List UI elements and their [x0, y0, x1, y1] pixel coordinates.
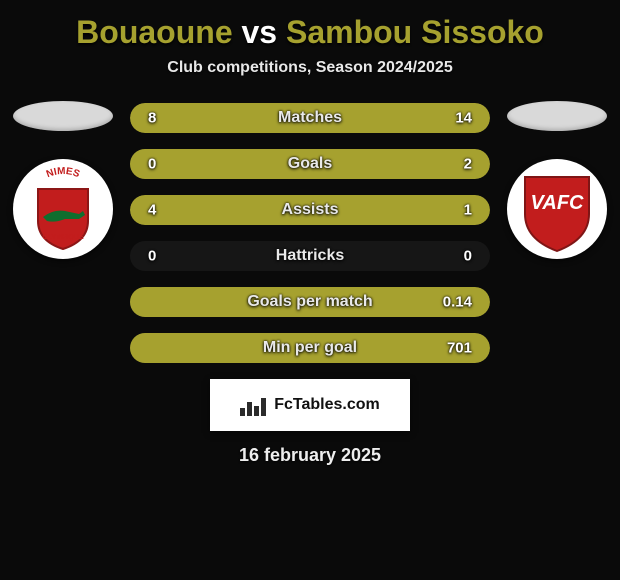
stat-bar-right	[418, 195, 490, 225]
stat-row: 701 Min per goal	[130, 333, 490, 363]
attribution-bar-icon	[240, 408, 245, 416]
vafc-shield	[525, 177, 589, 251]
infographic-root: Bouaoune vs Sambou Sissoko Club competit…	[0, 0, 620, 466]
nimes-arc-bottom: OLYMPIQUE	[42, 234, 84, 241]
title-vs: vs	[242, 14, 278, 50]
stat-row: 0 2 Goals	[130, 149, 490, 179]
stat-value-right: 1	[464, 202, 472, 219]
stat-label: Goals per match	[247, 293, 372, 311]
stat-label: Matches	[278, 109, 342, 127]
stat-row: 0.14 Goals per match	[130, 287, 490, 317]
attribution-text: FcTables.com	[274, 396, 380, 414]
stat-label: Goals	[288, 155, 332, 173]
stat-value-left: 0	[148, 156, 156, 173]
player2-portrait-placeholder	[507, 101, 607, 131]
fctables-icon	[240, 394, 268, 416]
stat-label: Hattricks	[276, 247, 344, 265]
infographic-date: 16 february 2025	[0, 445, 620, 466]
stat-label: Min per goal	[263, 339, 357, 357]
vafc-text: VAFC	[531, 192, 585, 214]
club-badge-left: NIMES OLYMPIQUE	[13, 159, 113, 259]
nimes-arc-top: NIMES	[45, 166, 82, 180]
stat-value-right: 0.14	[443, 294, 472, 311]
club-badge-right: VAFC	[507, 159, 607, 259]
attribution-block: FcTables.com	[210, 379, 410, 431]
player1-portrait-placeholder	[13, 101, 113, 131]
left-column: NIMES OLYMPIQUE	[8, 101, 118, 259]
stats-list: 8 14 Matches 0 2 Goals 4 1 Assists 0 0 Hattricks 0.1…	[130, 101, 490, 363]
attribution-bar-icon	[254, 406, 259, 416]
page-title: Bouaoune vs Sambou Sissoko	[0, 14, 620, 51]
right-column: VAFC	[502, 101, 612, 259]
stat-value-right: 701	[447, 340, 472, 357]
stat-value-left: 0	[148, 248, 156, 265]
stat-row: 4 1 Assists	[130, 195, 490, 225]
stat-row: 8 14 Matches	[130, 103, 490, 133]
stat-bar-left	[130, 195, 418, 225]
main-row: NIMES OLYMPIQUE 8 14 Matches 0 2 Goals 4 1 Assis…	[0, 101, 620, 363]
stat-row: 0 0 Hattricks	[130, 241, 490, 271]
stat-value-right: 14	[455, 110, 472, 127]
attribution-bar-icon	[261, 398, 266, 416]
subtitle: Club competitions, Season 2024/2025	[0, 59, 620, 77]
nimes-badge-svg: NIMES OLYMPIQUE	[13, 159, 113, 259]
stat-value-left: 8	[148, 110, 156, 127]
stat-value-right: 0	[464, 248, 472, 265]
stat-value-right: 2	[464, 156, 472, 173]
player1-name: Bouaoune	[76, 14, 232, 50]
stat-label: Assists	[282, 201, 339, 219]
stat-value-left: 4	[148, 202, 156, 219]
player2-name: Sambou Sissoko	[286, 14, 544, 50]
vafc-badge-svg: VAFC	[507, 159, 607, 259]
attribution-bar-icon	[247, 402, 252, 416]
